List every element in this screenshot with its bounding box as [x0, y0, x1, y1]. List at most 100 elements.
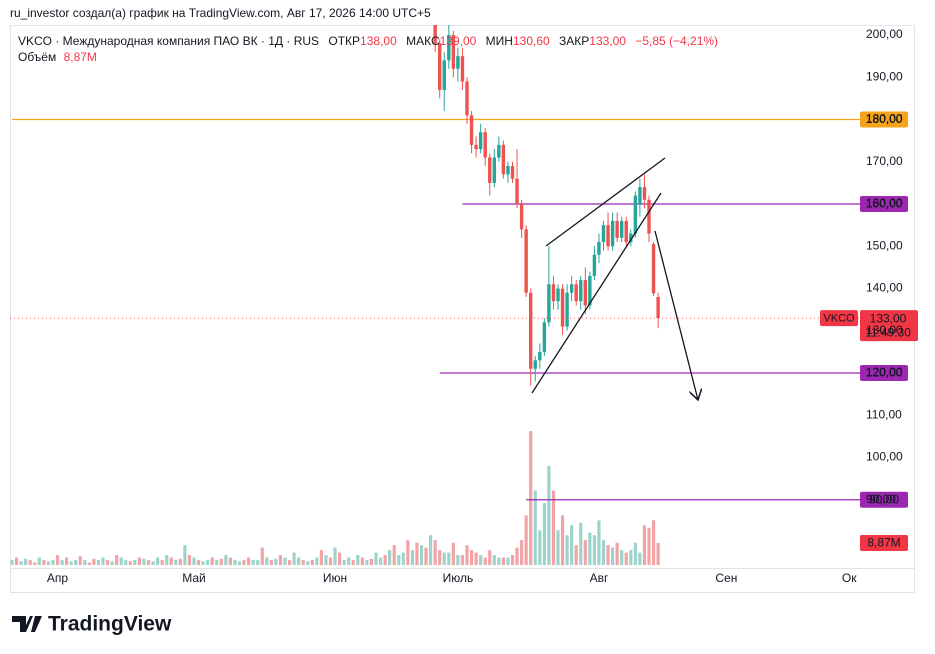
volume-bar	[351, 560, 355, 565]
volume-bar	[415, 542, 419, 565]
y-tick-label: 130,00	[866, 323, 903, 337]
y-tick-label: 190,00	[866, 69, 903, 83]
volume-bar	[183, 545, 187, 565]
candle-body	[474, 144, 478, 150]
volume-bar	[233, 560, 237, 565]
volume-bar	[224, 555, 228, 565]
candle-body	[556, 288, 560, 302]
footer-logo: TradingView	[12, 613, 172, 636]
candle-body	[579, 280, 583, 302]
volume-bar	[560, 515, 565, 565]
candle-body	[651, 244, 656, 294]
volume-bar	[597, 520, 601, 565]
last-price-label: 133,00	[870, 311, 907, 325]
chart-frame	[10, 25, 915, 593]
volume-label: 8,87M	[867, 536, 900, 550]
volume-bar	[219, 558, 223, 565]
volume-bar	[620, 550, 624, 565]
volume-bar	[265, 557, 269, 565]
volume-bar	[119, 557, 123, 565]
volume-bar	[60, 560, 64, 565]
volume-bar	[105, 560, 110, 565]
drawings	[531, 157, 698, 400]
volume-bar	[210, 557, 214, 565]
level-label: 120,00	[866, 366, 903, 380]
volume-bar	[269, 560, 273, 565]
volume-bar	[196, 560, 201, 565]
volume-bar	[424, 547, 428, 565]
y-tick-label: 100,00	[866, 450, 903, 464]
volume-bar	[156, 557, 160, 565]
candle-body	[606, 225, 610, 247]
candle-body	[433, 25, 437, 44]
volume-bar	[87, 562, 91, 565]
volume-bar	[497, 557, 501, 565]
x-tick-label: Май	[182, 571, 206, 585]
volume-bar	[278, 555, 283, 565]
volume-bar	[483, 557, 487, 565]
volume-bar	[96, 560, 101, 565]
volume-bar	[633, 542, 637, 565]
plot-area	[10, 25, 860, 565]
volume-bar	[306, 561, 310, 565]
x-tick-label: Апр	[47, 571, 69, 585]
volume-bar	[542, 503, 546, 565]
volume-bar	[515, 547, 519, 565]
volume-bar	[460, 555, 465, 565]
volume-bar	[369, 558, 374, 565]
forecast-arrow	[654, 230, 698, 400]
volume-bar	[137, 557, 141, 565]
candle-body	[588, 275, 592, 306]
level-label: 90,00	[869, 492, 899, 506]
x-tick-label: Ок	[842, 571, 857, 585]
volume-bar	[19, 561, 23, 565]
volume-bar	[28, 560, 32, 565]
volume-bar	[410, 550, 414, 565]
volume-bar	[629, 550, 633, 565]
volume-bar	[647, 527, 651, 565]
volume-bar	[406, 540, 410, 565]
candle-body	[647, 199, 651, 234]
y-tick-label: 90,00	[866, 492, 896, 506]
level-label-box	[860, 365, 908, 382]
volume-bar	[574, 545, 578, 565]
volume-bar	[310, 560, 314, 565]
x-tick-label: Июль	[443, 571, 474, 585]
candle-body	[565, 292, 569, 327]
legend-high: 139,00	[440, 34, 477, 48]
volume-bar	[92, 558, 96, 565]
volume-bar	[520, 540, 524, 565]
volume-bar	[447, 552, 451, 565]
y-tick-label: 150,00	[866, 238, 903, 252]
volume-bar	[333, 547, 337, 565]
volume-bar	[247, 557, 251, 565]
volume-bar	[174, 560, 178, 565]
candle-body	[574, 284, 578, 302]
volume-bar	[570, 525, 574, 565]
volume-bar	[115, 555, 119, 565]
volume-bar	[55, 555, 60, 565]
volume-bar	[24, 558, 28, 565]
level-label: 160,00	[866, 197, 903, 211]
volume-bar	[101, 557, 105, 565]
candle-body	[542, 322, 547, 352]
countdown-label: 11:49:30	[865, 325, 911, 339]
volume-bar	[146, 560, 151, 565]
last-price-box	[860, 310, 918, 342]
volume-bar	[469, 550, 474, 565]
candle-body	[492, 157, 496, 183]
volume-bar	[160, 560, 164, 565]
volume-bar	[69, 561, 73, 565]
volume-bar	[74, 560, 78, 565]
volume-bar	[624, 552, 628, 565]
candle-body	[483, 132, 487, 158]
candle-body	[438, 43, 442, 90]
volume-bar	[256, 560, 260, 565]
volume-bar	[588, 532, 592, 565]
volume-bar	[438, 550, 442, 565]
volume-bar	[187, 555, 192, 565]
volume-bar	[124, 560, 128, 565]
volume-bar	[501, 557, 505, 565]
candle-body	[506, 165, 510, 175]
candle-body	[447, 35, 451, 61]
